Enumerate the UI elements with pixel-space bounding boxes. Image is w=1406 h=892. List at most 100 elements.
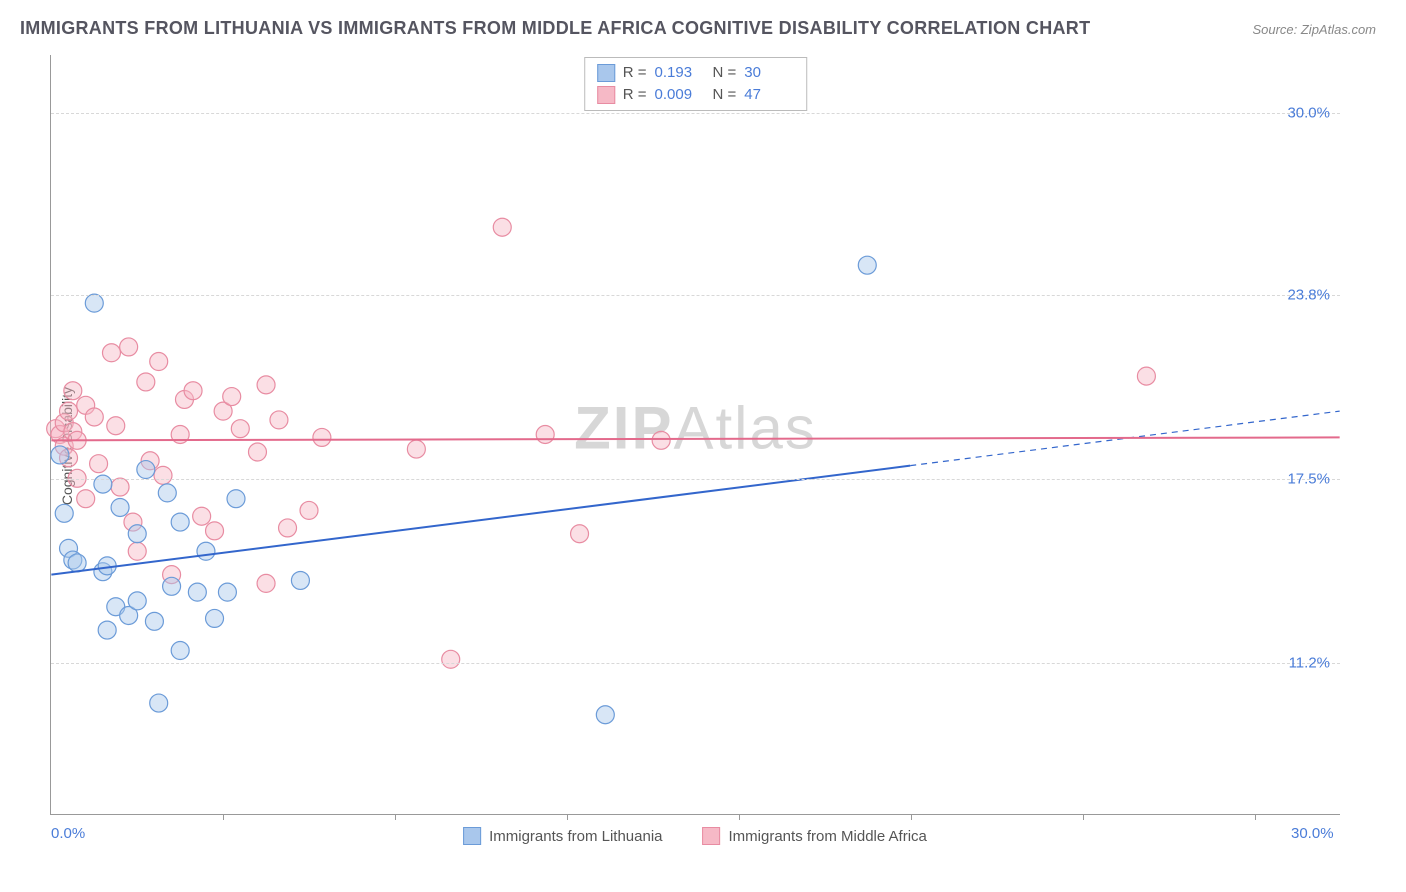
scatter-point [51, 426, 69, 444]
legend-item: Immigrants from Lithuania [463, 827, 662, 845]
scatter-point [98, 621, 116, 639]
scatter-point [270, 411, 288, 429]
x-tick-label: 30.0% [1291, 825, 1334, 842]
scatter-point [128, 525, 146, 543]
y-tick-label: 17.5% [1287, 470, 1330, 487]
scatter-point [60, 449, 78, 467]
scatter-point [154, 466, 172, 484]
trend-line-dashed [910, 411, 1339, 465]
scatter-point [163, 577, 181, 595]
scatter-point [64, 423, 82, 441]
stats-legend-row: R =0.193N =30 [597, 62, 795, 84]
scatter-point [227, 490, 245, 508]
n-value: 30 [744, 62, 794, 84]
scatter-point [206, 522, 224, 540]
r-value: 0.193 [655, 62, 705, 84]
scatter-point [571, 525, 589, 543]
plot-area: ZIPAtlas R =0.193N =30R =0.009N =47 11.2… [50, 55, 1340, 815]
n-label: N = [713, 84, 737, 106]
gridline [51, 295, 1340, 296]
chart-title: IMMIGRANTS FROM LITHUANIA VS IMMIGRANTS … [20, 18, 1090, 39]
scatter-point [98, 557, 116, 575]
bottom-legend: Immigrants from Lithuania Immigrants from… [463, 827, 927, 845]
scatter-point [257, 376, 275, 394]
scatter-point [85, 408, 103, 426]
scatter-point [652, 431, 670, 449]
scatter-point [124, 513, 142, 531]
scatter-point [141, 452, 159, 470]
scatter-point [184, 382, 202, 400]
scatter-point [90, 455, 108, 473]
legend-label: Immigrants from Lithuania [489, 828, 662, 845]
gridline [51, 663, 1340, 664]
legend-swatch [703, 827, 721, 845]
y-tick-label: 23.8% [1287, 286, 1330, 303]
scatter-point [94, 563, 112, 581]
scatter-point [163, 566, 181, 584]
trend-line [51, 466, 910, 575]
scatter-point [188, 583, 206, 601]
scatter-point [442, 650, 460, 668]
scatter-point [171, 642, 189, 660]
scatter-point [158, 484, 176, 502]
scatter-point [171, 426, 189, 444]
scatter-point [218, 583, 236, 601]
scatter-point [858, 256, 876, 274]
plot-container: ZIPAtlas R =0.193N =30R =0.009N =47 11.2… [50, 55, 1340, 815]
scatter-point [231, 420, 249, 438]
scatter-point [300, 501, 318, 519]
n-value: 47 [744, 84, 794, 106]
gridline [51, 479, 1340, 480]
scatter-point [407, 440, 425, 458]
stats-legend-row: R =0.009N =47 [597, 84, 795, 106]
legend-label: Immigrants from Middle Africa [729, 828, 927, 845]
scatter-point [68, 554, 86, 572]
scatter-point [596, 706, 614, 724]
scatter-point [193, 507, 211, 525]
scatter-point [94, 475, 112, 493]
y-tick-label: 11.2% [1289, 655, 1330, 672]
r-label: R = [623, 62, 647, 84]
scatter-point [248, 443, 266, 461]
x-tick-mark [223, 814, 224, 820]
scatter-point [206, 609, 224, 627]
scatter-point [55, 414, 73, 432]
scatter-point [214, 402, 232, 420]
legend-item: Immigrants from Middle Africa [703, 827, 927, 845]
scatter-point [77, 490, 95, 508]
scatter-point [197, 542, 215, 560]
scatter-point [120, 338, 138, 356]
scatter-point [150, 694, 168, 712]
scatter-point [47, 420, 65, 438]
scatter-point [171, 513, 189, 531]
scatter-point [128, 592, 146, 610]
scatter-point [223, 388, 241, 406]
scatter-point [107, 417, 125, 435]
scatter-point [55, 437, 73, 455]
source-credit: Source: ZipAtlas.com [1252, 22, 1376, 37]
scatter-point [64, 551, 82, 569]
scatter-point [137, 373, 155, 391]
chart-svg [51, 55, 1340, 814]
scatter-point [102, 344, 120, 362]
scatter-point [145, 612, 163, 630]
scatter-point [68, 431, 86, 449]
scatter-point [137, 461, 155, 479]
x-tick-mark [395, 814, 396, 820]
scatter-point [493, 218, 511, 236]
x-tick-mark [739, 814, 740, 820]
x-tick-mark [567, 814, 568, 820]
x-tick-mark [1255, 814, 1256, 820]
stats-legend: R =0.193N =30R =0.009N =47 [584, 57, 808, 111]
legend-swatch [597, 86, 615, 104]
scatter-point [313, 428, 331, 446]
scatter-point [60, 402, 78, 420]
scatter-point [120, 607, 138, 625]
scatter-point [128, 542, 146, 560]
scatter-point [291, 571, 309, 589]
watermark: ZIPAtlas [574, 393, 817, 462]
r-label: R = [623, 84, 647, 106]
y-tick-label: 30.0% [1287, 105, 1330, 122]
legend-swatch [463, 827, 481, 845]
scatter-point [51, 446, 69, 464]
